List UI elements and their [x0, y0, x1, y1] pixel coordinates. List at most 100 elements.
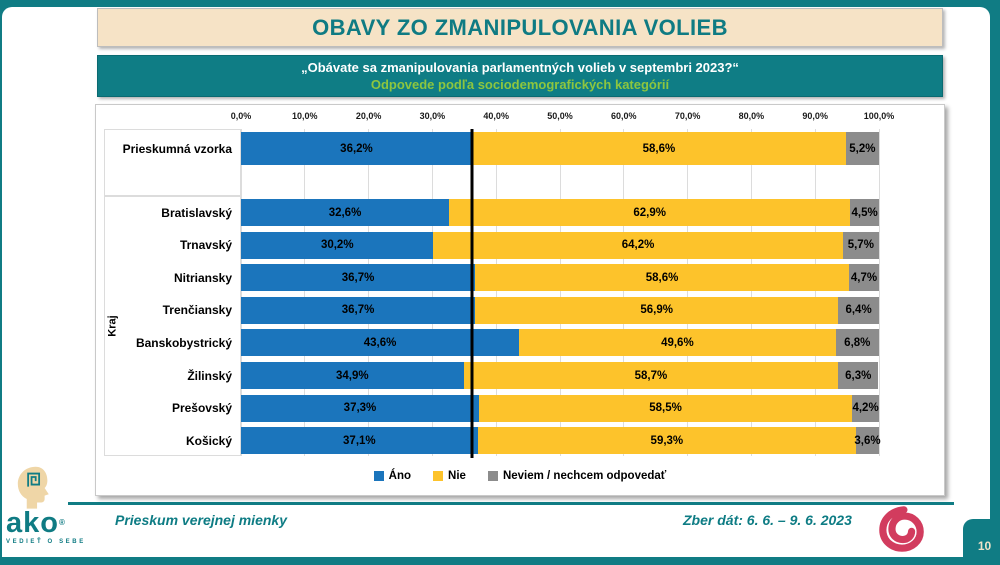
page-title: OBAVY ZO ZMANIPULOVANIA VOLIEB — [312, 14, 728, 40]
category-labels-column: Kraj Prieskumná vzorka Bratislavský Trnavs… — [104, 129, 241, 456]
bar-row: 43,6% 49,6% 6,8% — [241, 329, 879, 357]
bar-value-label: 37,1% — [343, 434, 376, 447]
question-banner: „Obávate sa zmanipulovania parlamentných… — [97, 55, 943, 97]
category-label: Prieskumná vzorka — [122, 141, 232, 156]
axis-tick: 70,0% — [674, 111, 701, 121]
bar-segment: 6,4% — [838, 296, 879, 324]
gridline — [240, 129, 242, 456]
bar-segment: 49,6% — [519, 329, 836, 357]
bar-row: 36,7% 56,9% 6,4% — [241, 296, 879, 324]
gridline — [495, 129, 497, 456]
bar-value-label: 64,2% — [621, 239, 655, 252]
spiral-icon — [879, 506, 924, 552]
legend-label: Áno — [388, 470, 412, 482]
axis-tick: 10,0% — [292, 111, 318, 121]
bar-value-label: 3,6% — [854, 434, 881, 447]
bar-segment: 37,3% — [241, 394, 479, 422]
bar-segment: 64,2% — [433, 231, 843, 259]
bar-segment: 59,3% — [477, 427, 857, 455]
gridline — [623, 129, 625, 456]
category-label: Bratislavský — [161, 205, 232, 220]
legend-label: Nie — [448, 470, 466, 482]
bar-value-label: 58,5% — [649, 402, 682, 415]
bar-value-label: 56,9% — [640, 304, 673, 317]
sample-label-box — [104, 129, 241, 196]
bar-segment: 58,6% — [471, 132, 846, 165]
head-maze-icon — [17, 466, 49, 509]
legend-item: Nie — [433, 470, 466, 482]
bar-segment: 6,8% — [835, 329, 879, 357]
axis-tick: 40,0% — [483, 111, 509, 121]
slide-title-box: OBAVY ZO ZMANIPULOVANIA VOLIEB — [97, 8, 943, 47]
bar-segment: 4,7% — [849, 264, 879, 292]
bar-value-label: 36,7% — [341, 304, 375, 317]
gridline — [559, 129, 561, 456]
page-number-tab: 10 — [963, 519, 1000, 565]
legend-swatch — [487, 471, 498, 481]
category-label: Žilinský — [187, 368, 232, 383]
bar-segment: 5,2% — [845, 132, 879, 165]
bar-segment: 6,3% — [838, 362, 879, 389]
bar-segment: 32,6% — [241, 199, 449, 226]
axis-tick: 30,0% — [419, 111, 446, 121]
bar-value-label: 4,7% — [850, 271, 878, 284]
survey-question: „Obávate sa zmanipulovania parlamentných… — [301, 60, 739, 75]
bar-segment: 36,7% — [241, 264, 476, 292]
bar-value-label: 30,2% — [320, 239, 354, 252]
gridline — [878, 129, 880, 456]
bar-value-label: 6,8% — [844, 336, 871, 349]
bar-segment: 58,5% — [478, 394, 853, 422]
legend-item: Neviem / nechcem odpovedať — [487, 470, 667, 482]
chart-legend: Áno Nie Neviem / nechcem odpovedať — [96, 466, 944, 486]
category-label: Trnavský — [179, 238, 232, 253]
bar-segment: 36,7% — [241, 296, 476, 324]
axis-tick: 20,0% — [355, 111, 382, 121]
category-label: Banskobystrický — [135, 335, 232, 350]
bar-value-label: 36,2% — [340, 142, 373, 155]
legend-swatch — [373, 471, 384, 481]
ako-agency-logo: ako® VEDIEŤ O SEBE — [6, 466, 101, 545]
gridline — [304, 129, 306, 456]
bar-row: 34,9% 58,7% 6,3% — [241, 362, 879, 389]
page-number: 10 — [977, 539, 992, 553]
bar-value-label: 37,3% — [343, 402, 377, 415]
bar-row: 37,3% 58,5% 4,2% — [241, 394, 879, 422]
bar-value-label: 49,6% — [661, 336, 694, 349]
bar-value-label: 43,6% — [363, 336, 397, 349]
axis-tick: 100,0% — [863, 111, 895, 121]
footer-collection-dates: Zber dát: 6. 6. – 9. 6. 2023 — [683, 512, 852, 528]
legend-label: Neviem / nechcem odpovedať — [502, 470, 667, 482]
plot-area: 36,2% 58,6% 5,2% 32,6% 62,9% 4,5% 30,2% 64,2% 5,… — [240, 129, 881, 458]
gridline — [368, 129, 370, 456]
ako-logo-tagline: VEDIEŤ O SEBE — [6, 539, 86, 545]
bar-row: 36,7% 58,6% 4,7% — [241, 264, 879, 292]
registered-mark: ® — [58, 518, 66, 527]
bar-value-label: 6,4% — [845, 304, 872, 317]
legend-swatch — [433, 471, 444, 481]
axis-tick: 60,0% — [611, 111, 637, 121]
survey-subtitle: Odpovede podľa sociodemografických kateg… — [370, 77, 670, 92]
bar-value-label: 58,6% — [642, 142, 676, 155]
kraj-label-box: Kraj — [104, 196, 241, 456]
bar-segment: 43,6% — [241, 329, 520, 357]
footer-divider — [68, 502, 954, 505]
gridline — [814, 129, 816, 456]
chart-container: 0,0% 10,0% 20,0% 30,0% 40,0% 50,0% 60,0% 70,0% 8… — [95, 104, 945, 496]
bar-row: 37,1% 59,3% 3,6% — [241, 427, 881, 455]
bar-segment: 3,6% — [854, 427, 881, 455]
bar-row: 36,2% 58,6% 5,2% — [241, 132, 879, 165]
bar-value-label: 58,7% — [634, 369, 668, 382]
category-label: Prešovský — [171, 401, 232, 416]
axis-tick: 80,0% — [738, 111, 765, 121]
bar-value-label: 34,9% — [336, 369, 369, 382]
bar-segment: 58,7% — [463, 362, 839, 389]
bar-segment: 4,2% — [852, 394, 879, 422]
bar-value-label: 5,2% — [849, 142, 876, 155]
axis-tick: 90,0% — [802, 111, 828, 121]
x-axis: 0,0% 10,0% 20,0% 30,0% 40,0% 50,0% 60,0% 70,0% 8… — [231, 111, 895, 125]
bar-value-label: 32,6% — [328, 206, 362, 219]
bar-segment: 34,9% — [241, 362, 464, 389]
bar-value-label: 36,7% — [341, 271, 375, 284]
axis-tick: 0,0% — [230, 111, 252, 121]
bar-row: 32,6% 62,9% 4,5% — [241, 199, 879, 226]
